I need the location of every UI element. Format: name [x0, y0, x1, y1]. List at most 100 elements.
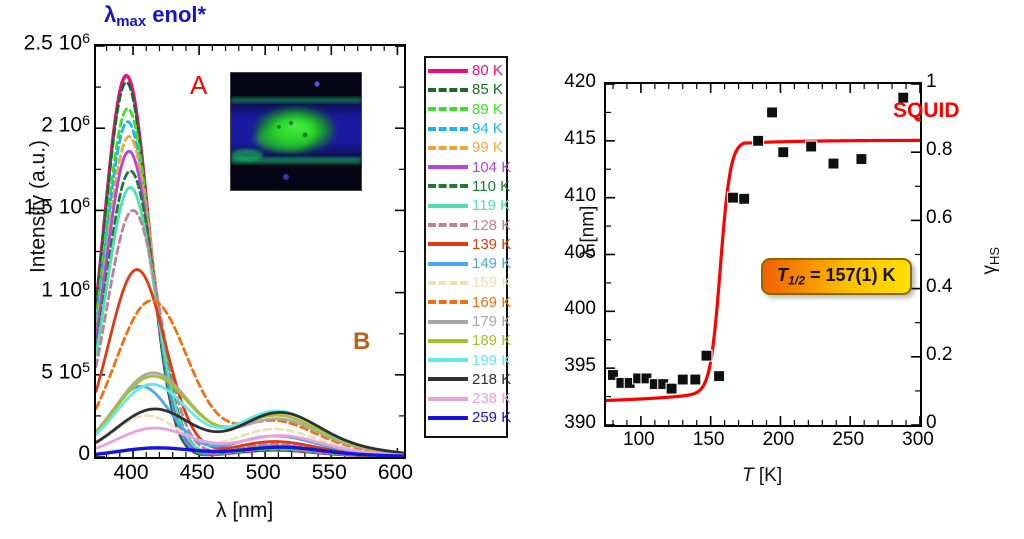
data-point-marker [752, 134, 765, 147]
data-point-marker [700, 349, 713, 362]
left-x-tick: 450 [179, 461, 215, 484]
legend-item[interactable]: 139 K [428, 235, 511, 254]
transition-temperature-badge: T1/2 = 157(1) K [761, 258, 912, 295]
right-x-tick: 150 [692, 429, 725, 450]
legend-color-swatch [428, 203, 468, 208]
legend-item[interactable]: 189 K [428, 331, 511, 350]
right-x-axis-title: T [K] [742, 465, 783, 486]
spectrum-curve [96, 268, 404, 457]
legend-item[interactable]: 159 K [428, 273, 511, 292]
legend-label: 85 K [472, 81, 503, 99]
right-y-tick: 400 [564, 298, 596, 320]
legend-color-swatch [428, 68, 468, 73]
legend-label: 89 K [472, 100, 503, 118]
legend-item[interactable]: 238 K [428, 389, 511, 408]
right-y-tick: 415 [564, 127, 596, 149]
legend-item[interactable]: 85 K [428, 80, 504, 99]
right-x-tick: 100 [623, 429, 655, 450]
left-y-tick: 5 105 [41, 359, 90, 384]
legend-item[interactable]: 149 K [428, 254, 511, 273]
legend-item[interactable]: 94 K [428, 119, 504, 138]
right-y2-tick: 0 [926, 412, 937, 433]
legend-item[interactable]: 80 K [428, 61, 504, 80]
left-x-tick: 550 [311, 461, 347, 484]
legend-color-swatch [428, 242, 468, 247]
right-y-tick: 395 [564, 355, 596, 377]
left-x-tick: 500 [245, 461, 281, 484]
legend-color-swatch [428, 184, 468, 189]
data-point-marker [766, 106, 779, 119]
data-point-marker [827, 157, 840, 170]
legend-label: 238 K [472, 390, 512, 408]
lambda-vs-temperature-svg [606, 84, 920, 425]
data-point-marker [665, 382, 678, 395]
legend-color-swatch [428, 223, 468, 228]
peak-a-label: A [190, 70, 208, 100]
legend-item[interactable]: 128 K [428, 215, 511, 234]
right-y2-tick: 1 [926, 71, 937, 92]
legend-label: 189 K [472, 332, 512, 350]
left-x-tick: 600 [377, 461, 413, 484]
spectrum-curve [96, 445, 404, 457]
legend-label: 80 K [472, 62, 503, 80]
right-y-tick: 390 [564, 412, 596, 433]
legend-item[interactable]: 169 K [428, 293, 511, 312]
legend-label: 149 K [472, 255, 512, 273]
legend-color-swatch [428, 338, 468, 343]
lambda-vs-temperature-plot [604, 82, 922, 427]
legend-label: 94 K [472, 120, 503, 138]
legend-color-swatch [428, 319, 468, 324]
legend-color-swatch [428, 145, 468, 150]
legend-item[interactable]: 110 K [428, 177, 510, 196]
legend-item[interactable]: 104 K [428, 157, 511, 176]
legend-color-swatch [428, 396, 468, 401]
spectrum-curve [96, 382, 404, 455]
legend-label: 99 K [472, 139, 503, 157]
right-y2-axis-title: γHS [979, 247, 1002, 275]
legend-color-swatch [428, 107, 468, 112]
data-point-marker [738, 192, 751, 205]
right-y2-tick: 0.8 [926, 139, 953, 161]
legend-color-swatch [428, 165, 468, 170]
legend-label: 218 K [472, 370, 512, 388]
legend-item[interactable]: 89 K [428, 100, 504, 119]
left-y-tick: 1.5 106 [23, 195, 90, 219]
legend-item[interactable]: 218 K [428, 370, 511, 389]
temperature-legend: 80 K 85 K 89 K 94 K 99 K 104 K 110 K 119 K 128 K… [424, 56, 511, 438]
right-y-tick: 420 [564, 71, 596, 92]
legend-item[interactable]: 259 K [428, 408, 511, 427]
right-y-tick: 405 [564, 241, 596, 263]
data-point-marker [726, 191, 740, 204]
data-point-marker [676, 373, 689, 386]
data-point-marker [777, 146, 790, 159]
legend-label: 169 K [472, 293, 512, 311]
peak-b-label: B [353, 328, 371, 355]
legend-item[interactable]: 199 K [428, 350, 511, 369]
legend-label: 104 K [472, 158, 512, 176]
data-point-marker [712, 370, 726, 383]
legend-item[interactable]: 179 K [428, 312, 511, 331]
right-x-tick: 250 [832, 429, 865, 450]
squid-label: SQUID [893, 99, 960, 122]
legend-item[interactable]: 119 K [428, 196, 510, 215]
data-point-marker [606, 368, 620, 382]
legend-item[interactable]: 99 K [428, 138, 504, 157]
left-y-tick: 1 106 [41, 277, 90, 302]
legend-color-swatch [428, 300, 468, 305]
left-y-tick: 2 106 [41, 113, 90, 137]
legend-label: 179 K [472, 313, 512, 330]
data-point-marker [897, 91, 910, 104]
emission-spectra-svg [96, 46, 404, 457]
legend-label: 159 K [472, 274, 512, 292]
legend-color-swatch [428, 280, 468, 285]
legend-color-swatch [428, 377, 468, 382]
right-y2-tick: 0.6 [926, 207, 953, 229]
legend-color-swatch [428, 358, 468, 363]
spectrum-curve [96, 426, 404, 457]
legend-label: 110 K [472, 177, 511, 195]
legend-label: 128 K [472, 216, 512, 234]
legend-color-swatch [428, 415, 468, 420]
legend-label: 259 K [472, 409, 512, 427]
right-y2-tick: 0.2 [926, 343, 953, 365]
